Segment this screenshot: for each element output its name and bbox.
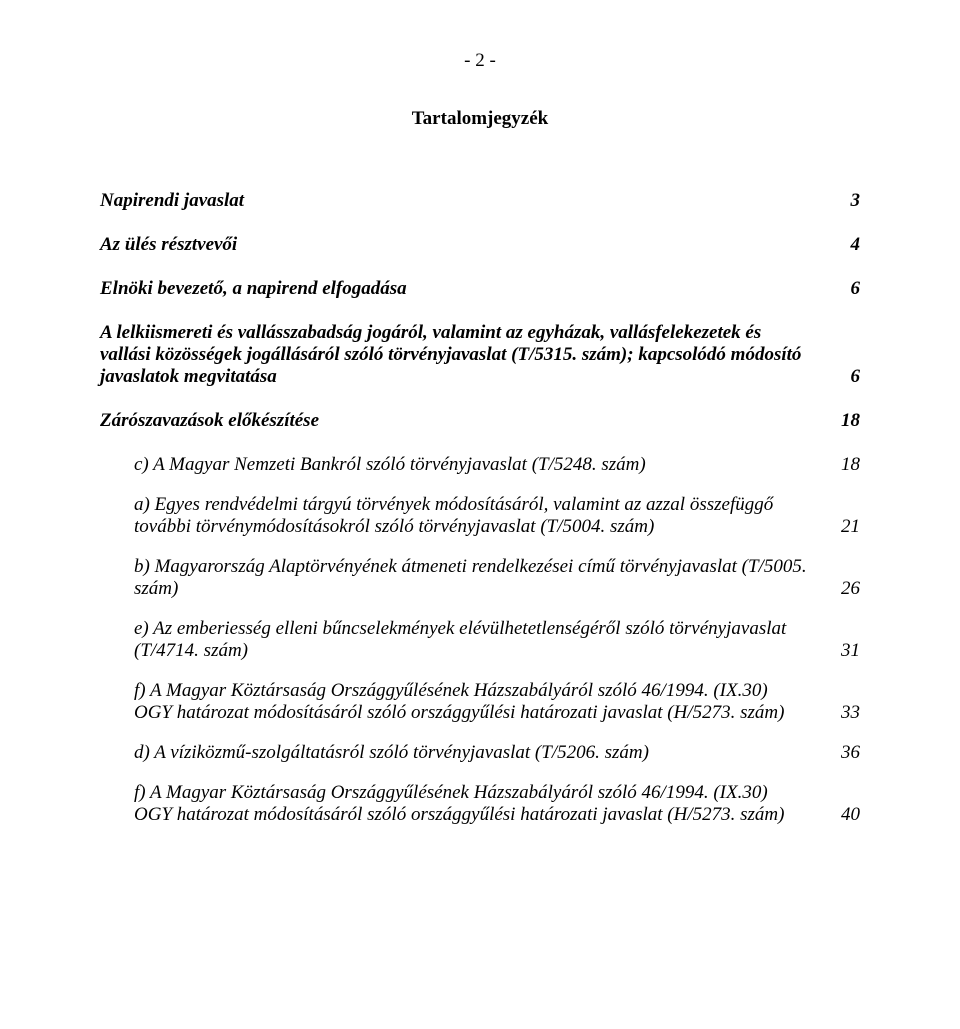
toc-label: e) Az emberiesség elleni bűncselekmények…: [134, 618, 830, 662]
toc-entry: Zárószavazások előkészítése 18: [100, 410, 860, 432]
toc-label: Napirendi javaslat: [100, 190, 830, 212]
toc-label: a) Egyes rendvédelmi tárgyú törvények mó…: [134, 494, 830, 538]
document-page: - 2 - Tartalomjegyzék Napirendi javaslat…: [0, 0, 960, 1029]
toc-page: 31: [830, 640, 860, 662]
toc-page: 18: [830, 454, 860, 476]
toc-subentry: f) A Magyar Köztársaság Országgyűlésének…: [100, 782, 860, 826]
toc-subentry: b) Magyarország Alaptörvényének átmeneti…: [100, 556, 860, 600]
toc-page: 6: [830, 366, 860, 388]
toc-page: 36: [830, 742, 860, 764]
toc-label: c) A Magyar Nemzeti Bankról szóló törvén…: [134, 454, 830, 476]
toc-page: 40: [830, 804, 860, 826]
toc-subentry: a) Egyes rendvédelmi tárgyú törvények mó…: [100, 494, 860, 538]
toc-label: Az ülés résztvevői: [100, 234, 830, 256]
toc-subentry: f) A Magyar Köztársaság Országgyűlésének…: [100, 680, 860, 724]
document-title: Tartalomjegyzék: [100, 108, 860, 130]
toc-label: f) A Magyar Köztársaság Országgyűlésének…: [134, 782, 830, 826]
toc-label: d) A víziközmű-szolgáltatásról szóló tör…: [134, 742, 830, 764]
toc-entry: Napirendi javaslat 3: [100, 190, 860, 212]
toc-subentry: d) A víziközmű-szolgáltatásról szóló tör…: [100, 742, 860, 764]
toc-subentry: e) Az emberiesség elleni bűncselekmények…: [100, 618, 860, 662]
toc-label: Zárószavazások előkészítése: [100, 410, 830, 432]
toc-entry: Elnöki bevezető, a napirend elfogadása 6: [100, 278, 860, 300]
toc-entry: Az ülés résztvevői 4: [100, 234, 860, 256]
toc-page: 26: [830, 578, 860, 600]
toc-label: Elnöki bevezető, a napirend elfogadása: [100, 278, 830, 300]
toc-label: f) A Magyar Köztársaság Országgyűlésének…: [134, 680, 830, 724]
toc-page: 33: [830, 702, 860, 724]
toc-label: b) Magyarország Alaptörvényének átmeneti…: [134, 556, 830, 600]
toc-page: 3: [830, 190, 860, 212]
toc-label: A lelkiismereti és vallásszabadság jogár…: [100, 322, 830, 388]
toc-page: 6: [830, 278, 860, 300]
page-number: - 2 -: [100, 50, 860, 72]
toc-entry: A lelkiismereti és vallásszabadság jogár…: [100, 322, 860, 388]
toc-page: 18: [830, 410, 860, 432]
toc-page: 21: [830, 516, 860, 538]
toc-subentry: c) A Magyar Nemzeti Bankról szóló törvén…: [100, 454, 860, 476]
toc-page: 4: [830, 234, 860, 256]
